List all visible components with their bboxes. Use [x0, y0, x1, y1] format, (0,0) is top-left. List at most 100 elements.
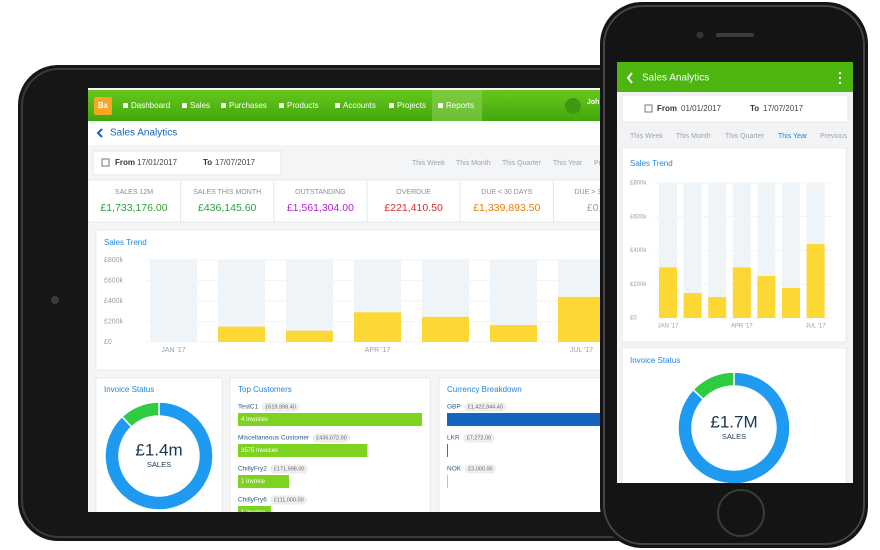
date-box: [621, 94, 849, 123]
from-date: 17/01/2017: [137, 158, 178, 167]
bar[interactable]: [422, 316, 469, 342]
y-tick-label: £600k: [104, 277, 124, 284]
menu-dot[interactable]: [838, 76, 842, 80]
kpi-label: SALES THIS MONTH: [193, 189, 261, 196]
phone-speaker: [716, 33, 754, 37]
column-bg: [286, 260, 333, 342]
period-filter[interactable]: This Month: [676, 133, 711, 140]
y-tick-label: £400k: [104, 298, 124, 305]
nav-item[interactable]: Reports: [446, 101, 474, 110]
calendar-icon: [101, 158, 110, 167]
bar[interactable]: [757, 275, 776, 318]
y-tick-label: £800k: [104, 257, 124, 264]
menu-dot[interactable]: [838, 81, 842, 85]
customer-name: ChillyFry2: [238, 466, 267, 473]
nav-item[interactable]: Purchases: [229, 101, 267, 110]
donut-center-label: SALES: [722, 432, 746, 441]
menu-dot[interactable]: [838, 71, 842, 75]
bar[interactable]: [218, 326, 265, 342]
badge-bg: [270, 495, 307, 505]
bar[interactable]: [732, 267, 751, 318]
donut-segment[interactable]: [677, 371, 791, 484]
bar[interactable]: [286, 330, 333, 342]
nav-icon: [123, 103, 128, 108]
x-tick-label: JAN '17: [658, 324, 679, 330]
kpi-value: £1,561,304.00: [287, 202, 354, 214]
invoice-count: 1 Invoice: [241, 479, 266, 485]
panel-title: Currency Breakdown: [447, 385, 522, 394]
period-filter[interactable]: This Year: [778, 133, 808, 140]
y-tick-label: £200k: [630, 282, 647, 288]
period-filter[interactable]: This Quarter: [502, 160, 542, 167]
period-filter[interactable]: This Quarter: [725, 133, 765, 140]
x-tick-label: JUL '17: [570, 347, 593, 354]
currency-bar[interactable]: [447, 413, 622, 426]
from-date: 01/01/2017: [681, 104, 722, 113]
amount-badge: £619,998.40: [265, 404, 296, 410]
donut-segment[interactable]: [692, 371, 735, 401]
period-filter[interactable]: This Month: [456, 160, 491, 167]
customer-bar[interactable]: [238, 444, 368, 457]
customer-bar[interactable]: [238, 413, 422, 426]
bar[interactable]: [558, 296, 605, 342]
nav-item[interactable]: Products: [287, 101, 319, 110]
nav-item[interactable]: Dashboard: [131, 101, 170, 110]
logo-bg: [94, 97, 112, 115]
badge-bg: [312, 433, 351, 443]
period-filter[interactable]: This Week: [412, 160, 445, 167]
back-icon[interactable]: [626, 72, 633, 84]
donut-segment[interactable]: [104, 401, 214, 511]
nav-item[interactable]: Projects: [397, 101, 426, 110]
kpi-label: SALES 12M: [115, 189, 153, 196]
nav-item[interactable]: Sales: [190, 101, 210, 110]
x-tick-label: JAN '17: [161, 347, 185, 354]
y-tick-label: £800k: [630, 181, 647, 187]
kpi-value: £1,339,893.50: [473, 202, 540, 214]
app-title: Sales Analytics: [642, 73, 709, 84]
y-tick-label: £600k: [630, 214, 647, 220]
nav-item[interactable]: Accounts: [343, 101, 376, 110]
bar[interactable]: [708, 297, 727, 318]
period-filter[interactable]: Previous: [820, 133, 848, 140]
phone-screen: Sales Analytics From 01/01/2017 To 17/07/201…: [617, 62, 853, 484]
bar[interactable]: [806, 244, 825, 318]
invoice-count: 4 Invoices: [241, 417, 268, 423]
currency-name: LKR: [447, 435, 460, 442]
column-bg: [683, 183, 702, 318]
x-tick-label: APR '17: [731, 324, 753, 330]
panel-title: Invoice Status: [104, 385, 154, 394]
calendar-icon: [644, 104, 653, 113]
bar[interactable]: [659, 267, 677, 318]
kpi-label: OUTSTANDING: [295, 189, 345, 196]
amount-badge: £7,272.00: [467, 435, 491, 441]
currency-name: GBP: [447, 404, 461, 411]
nav-icon: [335, 103, 340, 108]
bar[interactable]: [354, 312, 401, 342]
tablet-screen: Bx Dashboard Sales Purchases Products Account…: [88, 88, 648, 519]
bar[interactable]: [683, 293, 702, 318]
badge-bg: [261, 402, 300, 412]
period-filter[interactable]: This Year: [553, 160, 583, 167]
y-tick-label: £0: [104, 339, 112, 346]
panel-title: Top Customers: [238, 385, 292, 394]
back-icon[interactable]: [96, 128, 103, 138]
customer-bar[interactable]: [238, 475, 290, 488]
y-tick-label: £200k: [104, 318, 124, 325]
amount-badge: £436,072.00: [316, 435, 347, 441]
donut-center-value: £1.4m: [135, 440, 182, 459]
customer-bar[interactable]: [238, 506, 271, 519]
donut-segment[interactable]: [120, 401, 160, 428]
invoice-count: 1 Invoice: [241, 510, 266, 516]
panel-title: Invoice Status: [630, 356, 680, 365]
panel: [621, 347, 847, 483]
logo: Bx: [98, 101, 109, 110]
currency-bar[interactable]: [447, 444, 448, 457]
period-filter[interactable]: This Week: [630, 133, 663, 140]
bar[interactable]: [490, 325, 537, 342]
bar[interactable]: [782, 287, 800, 318]
user-icon[interactable]: [565, 98, 581, 114]
home-button[interactable]: [717, 489, 765, 537]
customer-name: Miscellaneous Customer: [238, 435, 310, 442]
nav-icon: [438, 103, 443, 108]
